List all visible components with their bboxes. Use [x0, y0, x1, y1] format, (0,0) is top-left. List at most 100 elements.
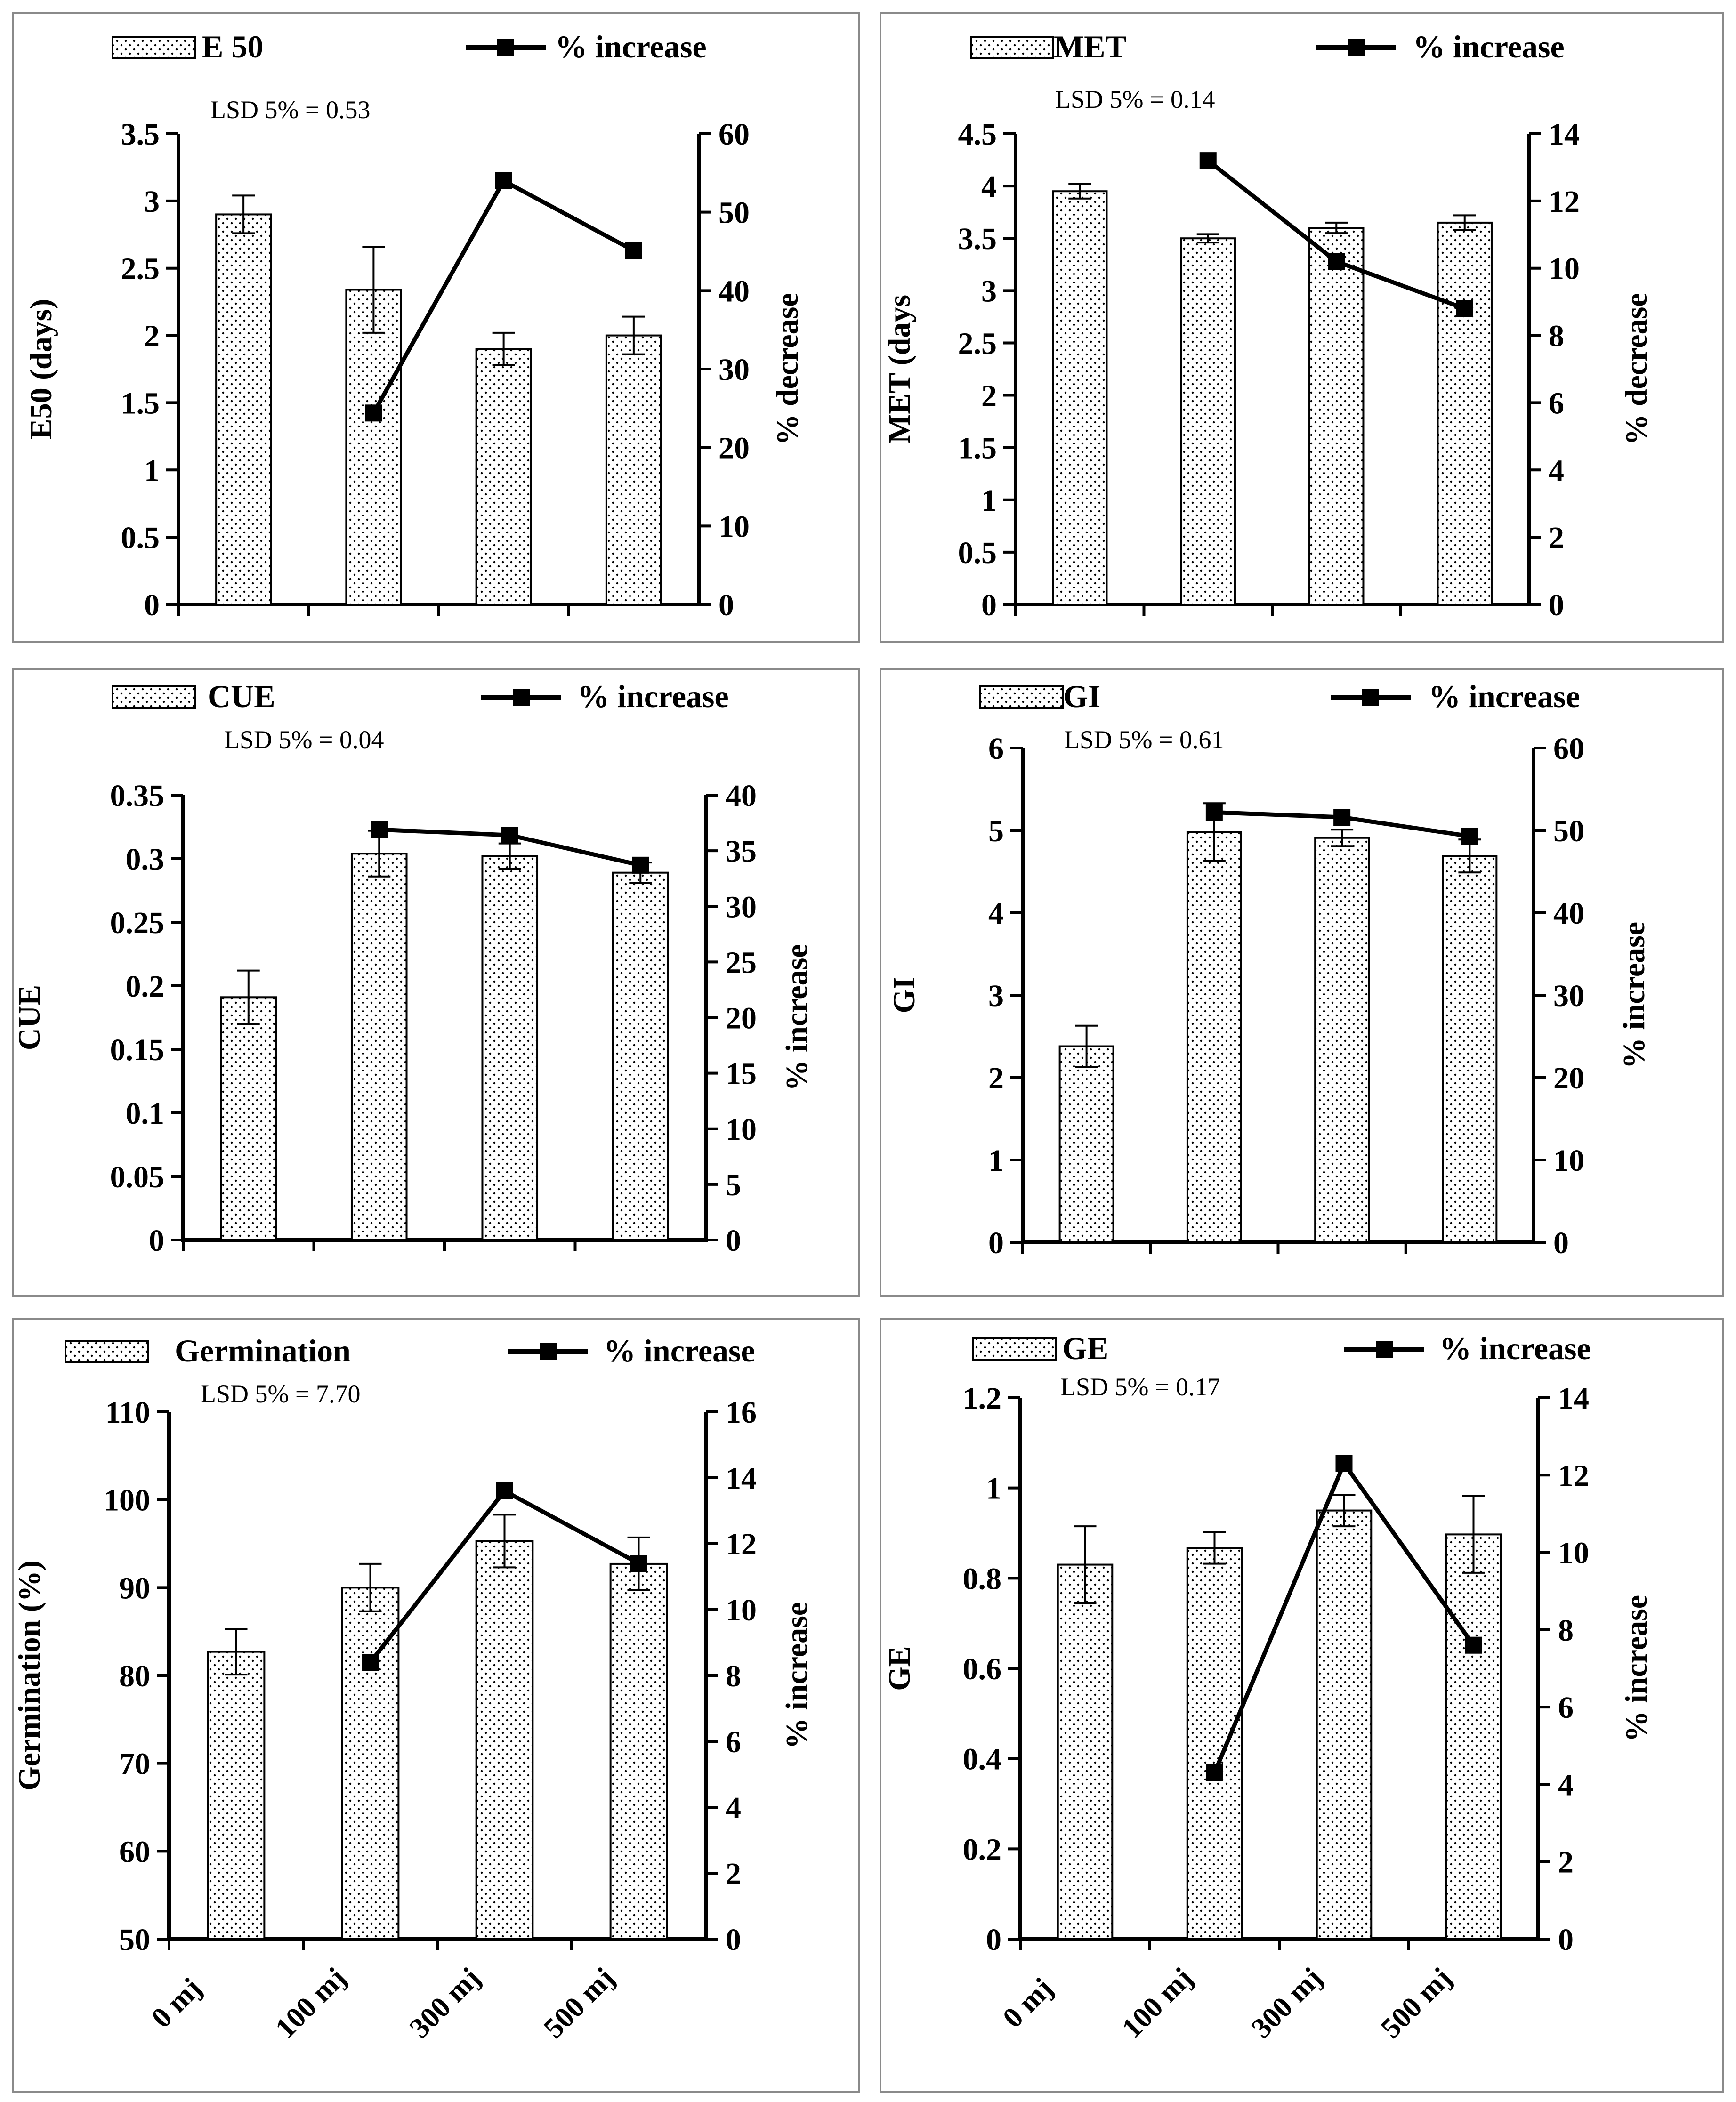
y2-tick-label: 4: [726, 1791, 741, 1825]
y2-tick-label: 0: [719, 588, 734, 622]
axes-germination: 50 60 70 80 90 100 110 0 2 4 6 8 10 12 14 16: [104, 1395, 757, 1957]
bar-0mj: [220, 996, 277, 1241]
y2-tick-label: 6: [726, 1725, 741, 1759]
y-tick-label: 2: [981, 379, 997, 413]
line-marker: [495, 172, 512, 189]
y-tick-label: 4.5: [958, 117, 997, 152]
bar-100mj: [345, 289, 402, 605]
legend-bar-swatch: [970, 36, 1054, 59]
legend-ge: GE % increase: [972, 1330, 1591, 1366]
chart-ge: GE % increase LSD 5% = 0.17 0 0.2 0.4 0.6 0.8 1 1…: [882, 1330, 1654, 2045]
line-marker: [1333, 809, 1351, 826]
legend-bar-swatch: [65, 1340, 149, 1363]
y2-tick-label: 30: [726, 890, 757, 924]
bar-0mj: [215, 213, 272, 605]
y-tick-label: 0.2: [963, 1832, 1002, 1867]
bar-series-e50: [215, 194, 662, 605]
line-series-met: [1199, 152, 1473, 317]
chart-cue: CUE % increase LSD 5% = 0.04 0 0.05 0.1 0.15 0.…: [14, 678, 814, 1258]
y-axis-title: MET (days: [882, 295, 917, 443]
y-axis-title: E50 (days): [24, 299, 58, 440]
chart-panel-ge: GE % increase LSD 5% = 0.17 0 0.2 0.4 0.6 0.8 1 1…: [880, 1318, 1724, 2093]
y2-tick-label: 30: [1553, 979, 1584, 1013]
y2-tick-label: 14: [1558, 1381, 1589, 1416]
y-tick-label: 3: [144, 185, 160, 219]
y2-tick-label: 50: [1553, 814, 1584, 848]
bar-series-ge: [1057, 1494, 1502, 1941]
y2-axis-title: % increase: [1619, 1595, 1654, 1742]
chart-panel-germination: Germination% increase LSD 5% = 7.70 50 60 70…: [12, 1318, 860, 2093]
x-category-label: 500 mj: [1375, 1962, 1458, 2045]
line-marker: [625, 242, 642, 259]
y-tick-label: 70: [119, 1747, 150, 1781]
lsd-annotation: LSD 5% = 0.17: [1060, 1373, 1220, 1401]
y2-tick-label: 35: [726, 834, 757, 869]
y2-tick-label: 5: [726, 1168, 741, 1202]
y2-tick-label: 16: [726, 1395, 757, 1430]
line-marker: [1456, 300, 1473, 317]
x-category-label: 300 mj: [1245, 1962, 1328, 2045]
y-tick-label: 90: [119, 1571, 150, 1605]
chart-panel-e50: E 50 % increase LSD 5% = 0.53 0 0.5 1 1.5 2 2.5 3…: [12, 12, 860, 643]
y-tick-label: 50: [119, 1923, 150, 1957]
y2-axis-title: % increase: [1617, 922, 1651, 1069]
line-marker: [371, 821, 388, 838]
y-axis-title: GI: [887, 977, 921, 1013]
bar-300mj: [1314, 837, 1370, 1243]
y-tick-label: 1: [981, 483, 997, 518]
line-marker: [1206, 1764, 1223, 1781]
bar-0mj: [1052, 190, 1108, 605]
y2-axis-title: % decrease: [1619, 293, 1654, 445]
y2-tick-label: 14: [726, 1461, 757, 1496]
legend-line-marker: [513, 689, 530, 706]
y-tick-label: 3: [988, 979, 1004, 1013]
line-marker: [501, 827, 518, 844]
bar-300mj: [1316, 1509, 1373, 1941]
bar-500mj: [1437, 221, 1493, 605]
bar-100mj: [1186, 831, 1242, 1243]
y-tick-label: 1.5: [958, 431, 997, 466]
legend-bar-label: CUE: [208, 678, 275, 714]
y-tick-label: 0.25: [110, 906, 165, 940]
legend-line-label: % increase: [604, 1333, 755, 1369]
y2-tick-label: 12: [1558, 1458, 1589, 1493]
y-tick-label: 100: [104, 1483, 150, 1518]
lsd-annotation: LSD 5% = 0.14: [1055, 85, 1215, 113]
axes-ge: 0 0.2 0.4 0.6 0.8 1 1.2 0 2 4 6 8 10 12 14: [963, 1381, 1590, 1957]
bar-100mj: [341, 1587, 400, 1940]
legend-line-label: % increase: [1439, 1330, 1591, 1366]
bar-series-germination: [207, 1514, 668, 1940]
y2-tick-label: 6: [1549, 386, 1564, 420]
bar-300mj: [475, 1540, 534, 1940]
x-category-label: 100 mj: [1116, 1962, 1199, 2045]
legend-gi: GI % increase: [979, 678, 1580, 714]
y-tick-label: 110: [105, 1395, 150, 1430]
y-tick-label: 0.3: [126, 842, 165, 877]
legend-bar-swatch: [112, 36, 196, 59]
y-axis-title: Germination (%): [14, 1560, 47, 1790]
lsd-annotation: LSD 5% = 0.61: [1064, 725, 1224, 754]
bar-500mj: [605, 334, 662, 605]
y2-tick-label: 40: [726, 779, 757, 813]
y-tick-label: 60: [119, 1835, 150, 1869]
chart-panel-gi: GI% increase LSD 5% = 0.61 0 1 2 3 4 5 6 0 10 20 30 4…: [880, 668, 1724, 1297]
y2-tick-label: 40: [719, 274, 750, 308]
line-marker: [362, 1654, 379, 1671]
y-tick-label: 1.5: [121, 386, 160, 420]
line-marker: [1465, 1636, 1482, 1654]
y-tick-label: 5: [988, 814, 1004, 848]
bar-300mj: [481, 855, 539, 1241]
line-marker: [1328, 253, 1345, 270]
y2-tick-label: 8: [1558, 1613, 1574, 1648]
y2-tick-label: 12: [726, 1527, 757, 1562]
y2-tick-label: 0: [1549, 588, 1564, 622]
y-tick-label: 1: [986, 1472, 1001, 1506]
y-tick-label: 1: [144, 453, 160, 488]
bar-500mj: [609, 1562, 668, 1940]
legend-cue: CUE % increase: [112, 678, 729, 714]
y-tick-label: 0: [144, 588, 160, 622]
x-category-label: 100 mj: [269, 1962, 352, 2045]
line-marker: [1335, 1455, 1353, 1472]
y-tick-label: 3.5: [958, 222, 997, 256]
